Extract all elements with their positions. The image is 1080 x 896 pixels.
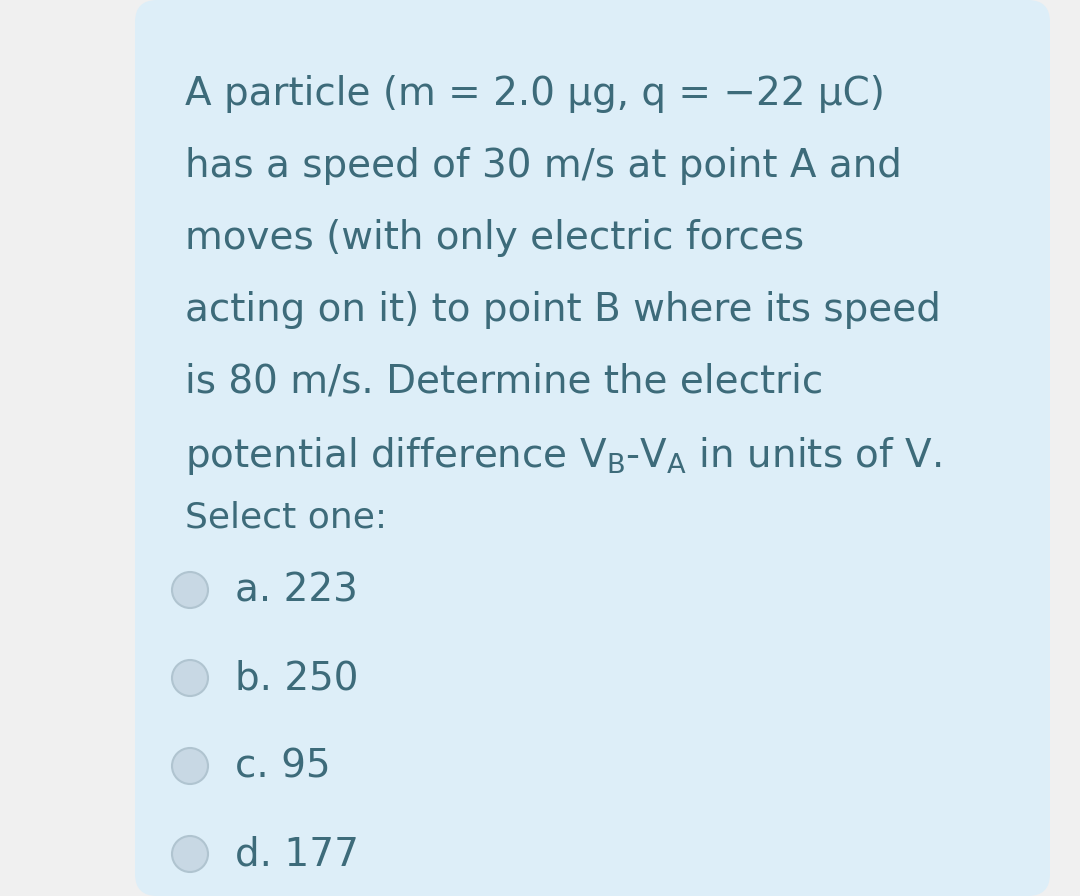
- Text: has a speed of 30 m/s at point A and: has a speed of 30 m/s at point A and: [185, 147, 902, 185]
- Text: Select one:: Select one:: [185, 500, 387, 534]
- Circle shape: [172, 748, 208, 784]
- Text: acting on it) to point B where its speed: acting on it) to point B where its speed: [185, 291, 941, 329]
- FancyBboxPatch shape: [135, 0, 1050, 896]
- Circle shape: [172, 572, 208, 608]
- Text: is 80 m/s. Determine the electric: is 80 m/s. Determine the electric: [185, 363, 823, 401]
- Text: b. 250: b. 250: [235, 659, 359, 697]
- Text: moves (with only electric forces: moves (with only electric forces: [185, 219, 805, 257]
- Text: a. 223: a. 223: [235, 571, 357, 609]
- Circle shape: [172, 660, 208, 696]
- Text: potential difference $\mathregular{V_B}$-$\mathregular{V_A}$ in units of V.: potential difference $\mathregular{V_B}$…: [185, 435, 941, 477]
- Text: A particle (m = 2.0 μg, q = −22 μC): A particle (m = 2.0 μg, q = −22 μC): [185, 75, 885, 113]
- Circle shape: [172, 836, 208, 872]
- Text: d. 177: d. 177: [235, 835, 359, 873]
- Text: c. 95: c. 95: [235, 747, 330, 785]
